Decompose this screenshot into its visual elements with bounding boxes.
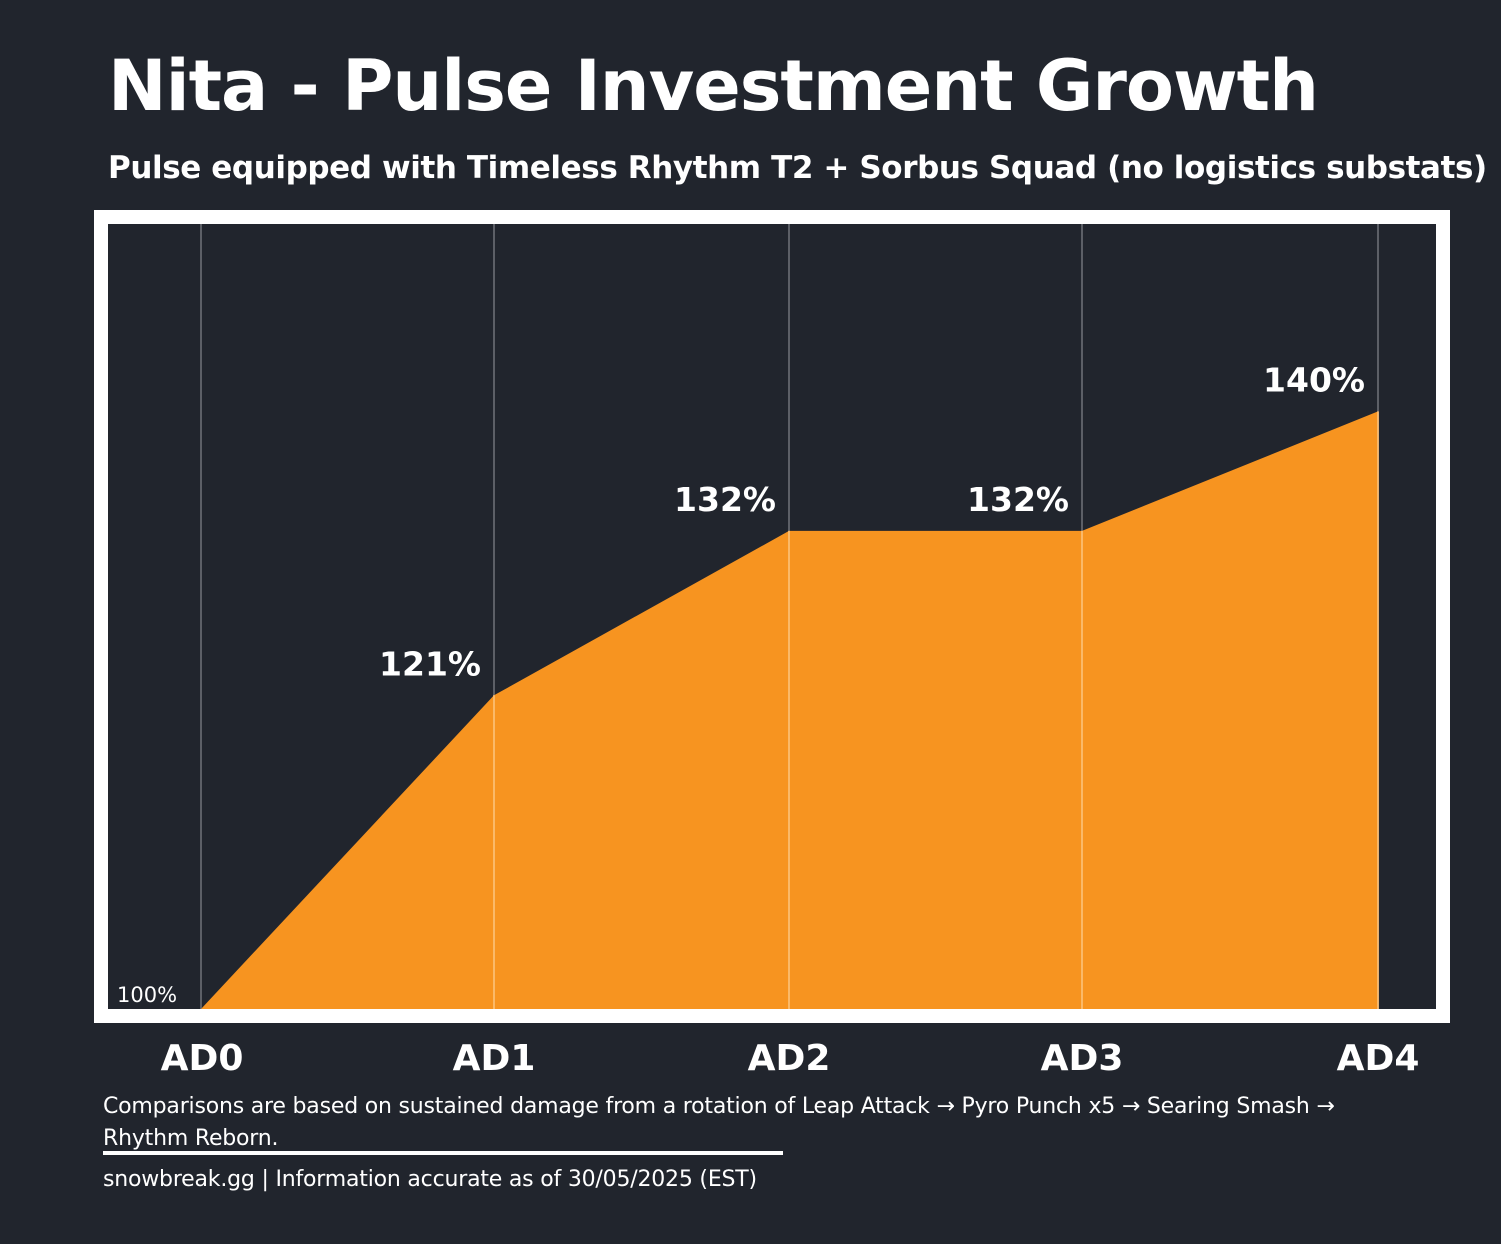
x-tick-ad1: AD1	[453, 1038, 536, 1079]
data-labels: 100% 121% 132% 132% 140%	[117, 360, 1365, 1007]
data-label-ad1: 121%	[379, 644, 481, 683]
data-label-ad0: 100%	[117, 983, 177, 1007]
x-tick-ad2: AD2	[748, 1038, 831, 1079]
methodology-note: Comparisons are based on sustained damag…	[103, 1094, 1335, 1151]
chart-title: Nita - Pulse Investment Growth	[108, 45, 1319, 127]
footer-divider	[103, 1151, 783, 1155]
x-tick-ad3: AD3	[1041, 1038, 1124, 1079]
data-label-ad2: 132%	[674, 480, 776, 519]
plot-frame	[94, 210, 1450, 1023]
gridlines-over-fill	[493, 411, 1379, 1009]
data-label-ad4: 140%	[1263, 360, 1365, 399]
data-label-ad3: 132%	[967, 480, 1069, 519]
x-tick-ad0: AD0	[161, 1038, 244, 1079]
x-axis-tick-labels: AD0 AD1 AD2 AD3 AD4	[161, 1038, 1420, 1079]
source-credit: snowbreak.gg | Information accurate as o…	[103, 1167, 757, 1192]
x-tick-ad4: AD4	[1337, 1038, 1420, 1079]
chart-subtitle: Pulse equipped with Timeless Rhythm T2 +…	[108, 150, 1487, 186]
